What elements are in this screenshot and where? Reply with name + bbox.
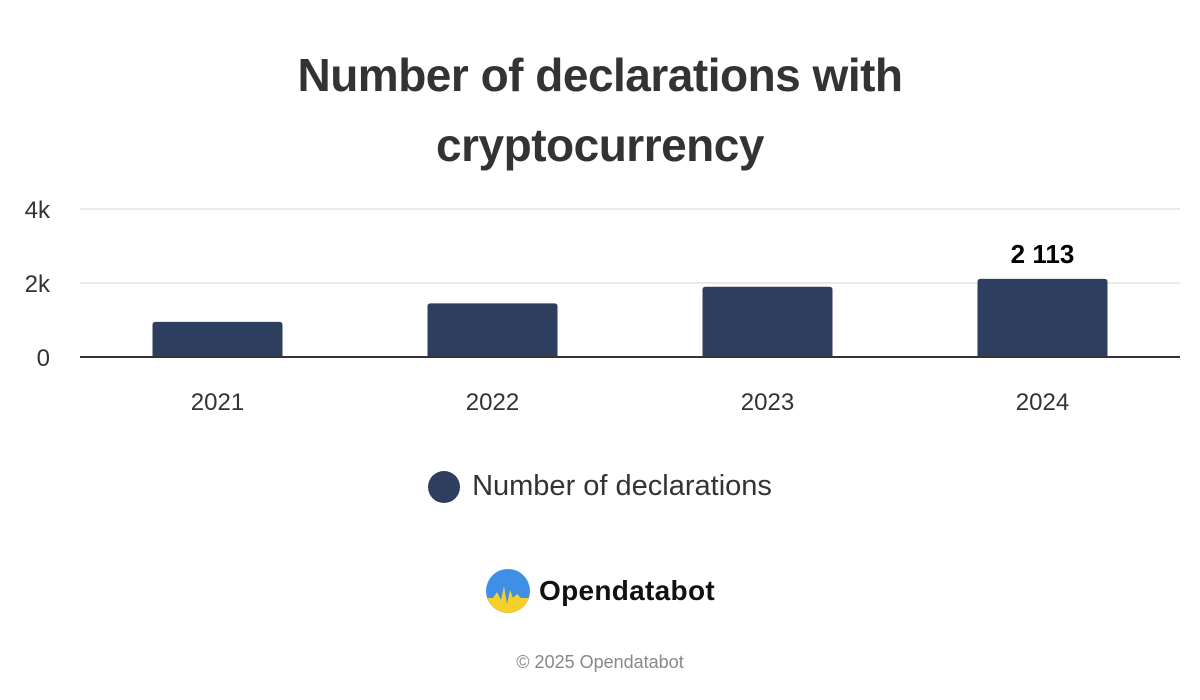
x-tick-label-2023: 2023 [741,389,794,416]
y-tick-label-4k: 4k [25,197,51,224]
legend-marker-icon [428,470,461,503]
bar-2022 [427,303,558,357]
data-label-2024: 2 113 [1011,239,1075,269]
bar-2021 [152,321,283,357]
x-tick-label-2022: 2022 [466,389,519,416]
brand: Opendatabot [0,568,1200,614]
bar-2023 [702,286,833,357]
y-tick-label-0: 0 [37,345,50,372]
bar-2024 [977,278,1108,357]
copyright-text: © 2025 Opendatabot [516,652,684,672]
y-tick-label-2k: 2k [25,271,51,298]
chart-title-line-1: Number of declarations with [297,49,903,101]
legend-item[interactable]: Number of declarations [428,470,772,503]
chart-title: Number of declarations with cryptocurren… [0,40,1200,180]
chart-title-line-2: cryptocurrency [436,119,764,171]
x-tick-label-2024: 2024 [1016,389,1069,416]
bar-chart: 0 2k 4k 2021 2022 2023 2024 2 113 [25,197,1180,416]
brand-name: Opendatabot [539,575,715,606]
x-tick-label-2021: 2021 [191,389,244,416]
legend-label: Number of declarations [472,470,772,502]
legend: Number of declarations [0,470,1200,511]
opendatabot-logo-icon [486,569,531,613]
